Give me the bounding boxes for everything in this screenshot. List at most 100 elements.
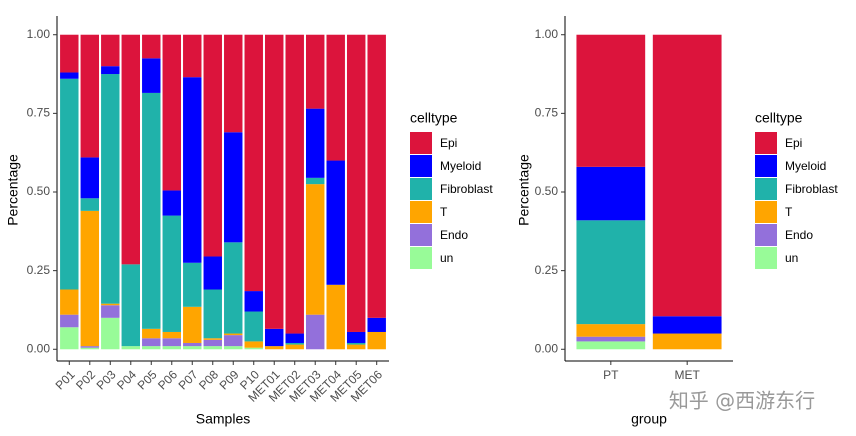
bar-segment [162, 215, 181, 332]
bar-segment [162, 190, 181, 216]
bar-segment [101, 66, 120, 75]
x-tick-label: PT [603, 368, 619, 382]
bar-segment [203, 338, 222, 340]
bar-segment [576, 34, 646, 167]
bar-segment [224, 132, 243, 243]
bar-segment [80, 198, 100, 211]
bar-segment [652, 34, 722, 317]
bar-segment [203, 346, 222, 350]
bar-segment [80, 346, 100, 348]
bar-segment [183, 342, 202, 347]
legend-label: Epi [785, 136, 802, 150]
legend-key [755, 178, 777, 200]
x-tick-label: P02 [73, 367, 98, 392]
bar-segment [306, 108, 325, 178]
legend-label: Fibroblast [785, 182, 838, 196]
bar-segment [306, 184, 325, 315]
bar-segment [60, 289, 79, 315]
bar-segment [652, 333, 722, 350]
x-tick-label: P05 [135, 367, 160, 392]
bar-segment [142, 34, 161, 59]
bar-segment [285, 344, 304, 350]
bar-segment [224, 346, 243, 350]
x-tick-label: MET [675, 368, 701, 382]
legend-title: celltype [755, 110, 803, 126]
legend-key [410, 247, 432, 269]
x-tick-label: P01 [53, 367, 78, 392]
bar-segment [224, 333, 243, 336]
bar-segment [203, 256, 222, 290]
bar-segment [576, 341, 646, 350]
bar-segment [576, 324, 646, 337]
legend-title: celltype [410, 110, 458, 126]
y-axis-title: Percentage [5, 154, 21, 226]
legend-label: Endo [785, 228, 813, 242]
bar-segment [60, 327, 79, 350]
y-tick-label: 0.50 [535, 184, 559, 198]
bar-segment [203, 289, 222, 339]
x-tick-label: P03 [94, 367, 119, 392]
x-axis-title: Samples [196, 411, 250, 427]
bar-segment [652, 316, 722, 334]
bar-segment [162, 34, 181, 191]
x-tick-label: P07 [176, 367, 201, 392]
bar-segment [203, 34, 222, 257]
x-tick-label: P09 [217, 367, 242, 392]
legend-label: un [440, 251, 453, 265]
bar-segment [162, 338, 181, 347]
bar-segment [244, 291, 263, 312]
y-tick-label: 0.25 [27, 263, 51, 277]
bar-segment [367, 317, 386, 332]
bar-segment [224, 242, 243, 334]
legend-key [410, 132, 432, 154]
bar-segment [101, 305, 120, 318]
y-tick-label: 0.50 [27, 184, 51, 198]
legend-label: T [785, 205, 793, 219]
bar-segment [60, 72, 79, 79]
x-tick-label: P04 [114, 367, 139, 392]
bar-segment [346, 344, 366, 350]
bar-segment [121, 346, 140, 350]
bar-segment [367, 34, 386, 318]
y-tick-label: 0.75 [535, 106, 559, 120]
bar-segment [183, 77, 202, 263]
bar-segment [80, 347, 100, 350]
bar-segment [142, 92, 161, 329]
y-tick-label: 0.75 [27, 106, 51, 120]
bar-segment [142, 346, 161, 350]
y-tick-label: 0.00 [535, 341, 559, 355]
x-tick-label: P08 [196, 367, 221, 392]
bar-segment [101, 34, 120, 67]
legend-key [410, 201, 432, 223]
bar-segment [346, 331, 366, 343]
legend-label: Myeloid [785, 159, 826, 173]
bar-segment [326, 34, 345, 161]
bar-segment [285, 34, 304, 334]
bar-segment [326, 284, 345, 350]
bar-segment [80, 157, 100, 199]
bar-segment [285, 333, 304, 343]
bar-segment [162, 331, 181, 339]
legend-key [755, 224, 777, 246]
bar-segment [183, 306, 202, 343]
bar-segment [60, 78, 79, 290]
legend-label: Epi [440, 136, 457, 150]
bar-segment [224, 34, 243, 133]
bar-segment [306, 34, 325, 109]
bar-segment [60, 34, 79, 73]
bar-segment [142, 328, 161, 339]
legend-label: T [440, 205, 448, 219]
bar-segment [183, 346, 202, 350]
legend-label: un [785, 251, 798, 265]
y-axis-title: Percentage [516, 154, 532, 226]
x-axis-title: group [631, 411, 667, 427]
y-tick-label: 0.25 [535, 263, 559, 277]
bar-segment [306, 314, 325, 350]
legend-key [410, 155, 432, 177]
bar-segment [346, 342, 366, 345]
bar-segment [306, 177, 325, 185]
bar-segment [60, 314, 79, 328]
legend-key [755, 247, 777, 269]
legend-label: Fibroblast [440, 182, 493, 196]
bar-segment [367, 331, 386, 350]
